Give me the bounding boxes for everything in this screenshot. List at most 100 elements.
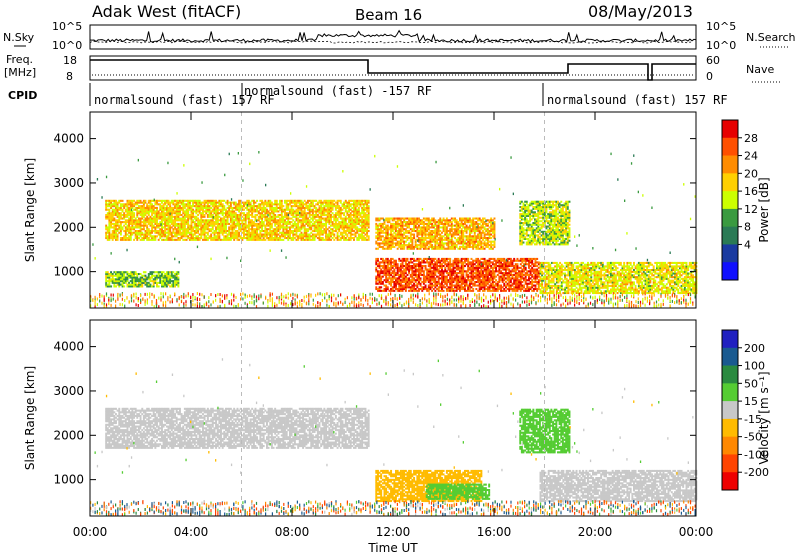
echo-cell	[456, 263, 458, 265]
echo-cell	[346, 226, 348, 228]
echo-cell	[415, 281, 417, 283]
echo-cell	[112, 277, 114, 279]
echo-cell	[291, 218, 293, 220]
echo-cell	[136, 278, 138, 280]
echo-cell	[259, 216, 261, 218]
echo-cell	[355, 205, 357, 207]
echo-cell	[148, 284, 150, 286]
echo-cell	[112, 205, 114, 207]
echo-cell	[228, 205, 230, 207]
echo-cell	[197, 218, 199, 220]
echo-cell	[281, 200, 283, 202]
echo-cell	[122, 200, 124, 202]
echo-cell	[256, 239, 258, 241]
echo-cell	[343, 205, 345, 207]
echo-cell	[521, 272, 523, 274]
echo-cell	[413, 258, 415, 260]
echo-cell	[181, 219, 183, 221]
echo-cell	[131, 214, 133, 216]
echo-cell	[456, 285, 458, 287]
echo-cell	[459, 260, 461, 262]
echo-cell	[122, 228, 124, 230]
echo-cell	[327, 239, 329, 241]
echo-cell	[431, 263, 433, 265]
echo-cell	[184, 230, 186, 232]
echo-cell	[248, 212, 250, 214]
echo-cell	[451, 269, 453, 271]
echo-cell	[127, 234, 129, 236]
echo-cell	[233, 239, 235, 241]
echo-cell	[181, 235, 183, 237]
echo-cell	[136, 219, 138, 221]
echo-cell	[123, 212, 125, 214]
echo-cell	[402, 239, 404, 241]
echo-cell	[148, 207, 150, 209]
echo-cell	[243, 212, 245, 214]
echo-cell	[398, 277, 400, 279]
echo-cell	[439, 274, 441, 276]
echo-cell	[428, 277, 430, 279]
echo-cell	[471, 270, 473, 272]
echo-cell	[128, 285, 130, 287]
echo-cell	[368, 202, 370, 204]
echo-cell	[340, 239, 342, 241]
echo-cell	[384, 232, 386, 234]
echo-cell	[210, 234, 212, 236]
echo-cell	[387, 230, 389, 232]
echo-cell	[467, 265, 469, 267]
echo-cell	[131, 202, 133, 204]
echo-cell	[319, 212, 321, 214]
echo-cell	[503, 263, 505, 265]
echo-cell	[363, 221, 365, 223]
echo-cell	[169, 205, 171, 207]
echo-cell	[276, 234, 278, 236]
echo-cell	[330, 219, 332, 221]
echo-cell	[456, 258, 458, 260]
echo-cell	[411, 281, 413, 283]
echo-cell	[271, 226, 273, 228]
echo-cell	[415, 279, 417, 281]
echo-cell	[307, 200, 309, 202]
echo-cell	[123, 273, 125, 275]
echo-cell	[159, 275, 161, 277]
echo-cell	[120, 234, 122, 236]
echo-cell	[304, 239, 306, 241]
echo-cell	[466, 272, 468, 274]
echo-cell	[212, 226, 214, 228]
echo-cell	[200, 216, 202, 218]
echo-cell	[400, 246, 402, 248]
echo-cell	[479, 277, 481, 279]
echo-cell	[158, 239, 160, 241]
echo-cell	[387, 267, 389, 269]
echo-cell	[392, 230, 394, 232]
echo-cell	[108, 278, 110, 280]
echo-cell	[492, 279, 494, 281]
echo-cell	[299, 234, 301, 236]
echo-cell	[337, 202, 339, 204]
echo-cell	[117, 271, 119, 273]
echo-cell	[279, 200, 281, 202]
echo-cell	[415, 267, 417, 269]
echo-cell	[240, 205, 242, 207]
echo-cell	[241, 221, 243, 223]
echo-cell	[454, 270, 456, 272]
echo-cell	[204, 207, 206, 209]
echo-cell	[400, 270, 402, 272]
echo-cell	[284, 212, 286, 214]
echo-cell	[503, 288, 505, 290]
echo-cell	[168, 239, 170, 241]
freq-right-tick-bottom: 0	[706, 70, 713, 83]
echo-cell	[484, 270, 486, 272]
echo-cell	[287, 216, 289, 218]
echo-cell	[184, 216, 186, 218]
echo-cell	[220, 221, 222, 223]
echo-cell	[353, 239, 355, 241]
echo-cell	[459, 272, 461, 274]
echo-cell	[140, 273, 142, 275]
echo-cell	[363, 203, 365, 205]
echo-cell	[120, 214, 122, 216]
echo-cell	[289, 234, 291, 236]
echo-cell	[248, 228, 250, 230]
echo-cell	[387, 235, 389, 237]
echo-cell	[448, 263, 450, 265]
